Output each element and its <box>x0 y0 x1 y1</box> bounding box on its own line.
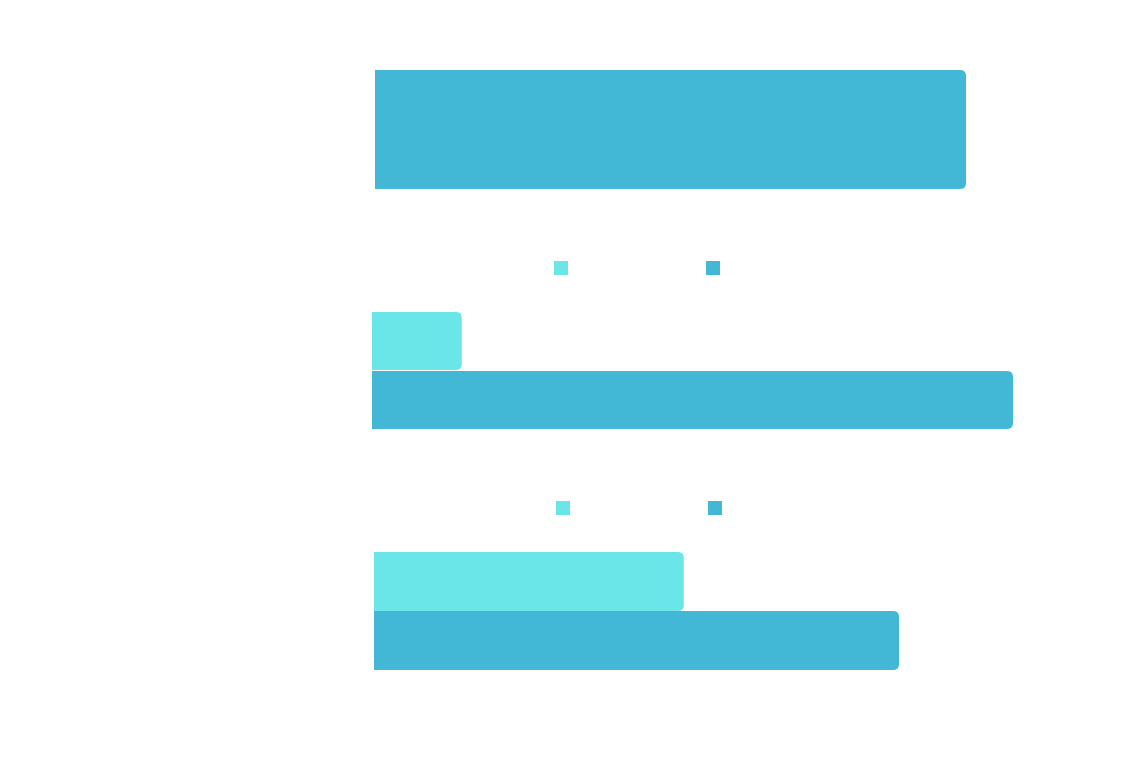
chart-panel-1 <box>375 70 966 189</box>
legend-swatch-panel-3-series-1 <box>556 501 570 515</box>
bar-panel-2-series-2 <box>372 371 1013 429</box>
bar-panel-1-series-1 <box>375 70 966 189</box>
bar-panel-2-series-1 <box>372 312 462 370</box>
legend-swatch-panel-3-series-2 <box>708 501 722 515</box>
bar-panel-3-series-1 <box>374 552 684 611</box>
legend-swatch-panel-2-series-1 <box>554 261 568 275</box>
legend-swatch-panel-2-series-2 <box>706 261 720 275</box>
chart-panel-2 <box>372 261 1013 429</box>
bar-panel-3-series-2 <box>374 611 899 670</box>
chart-panel-3 <box>374 501 899 670</box>
